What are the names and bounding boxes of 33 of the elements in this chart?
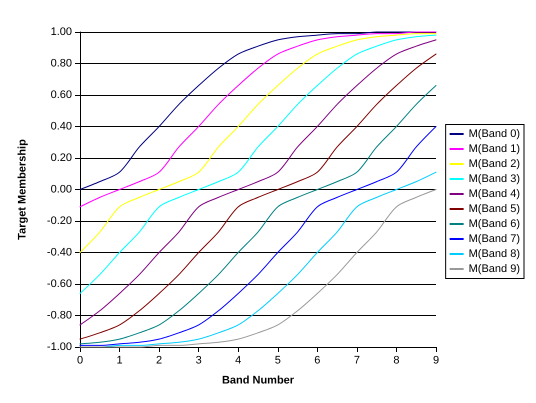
legend-label: M(Band 8) bbox=[468, 248, 520, 260]
legend-label: M(Band 5) bbox=[468, 203, 520, 215]
legend-label: M(Band 3) bbox=[468, 173, 520, 185]
legend-label: M(Band 4) bbox=[468, 188, 520, 200]
y-tick-label: 0.80 bbox=[50, 58, 72, 70]
y-tick-label: 0.00 bbox=[50, 184, 72, 196]
x-tick-label: 0 bbox=[76, 354, 84, 366]
legend-label: M(Band 1) bbox=[468, 143, 520, 155]
x-tick-label: 1 bbox=[116, 354, 123, 366]
x-tick-label: 6 bbox=[314, 354, 320, 366]
y-tick-label: 1.00 bbox=[50, 26, 72, 38]
legend-label: M(Band 7) bbox=[468, 233, 520, 245]
x-tick-label: 4 bbox=[235, 354, 242, 366]
y-tick-label: -0.60 bbox=[46, 278, 72, 290]
x-tick-label: 8 bbox=[393, 354, 400, 366]
x-tick-label: 5 bbox=[274, 354, 281, 366]
y-tick-label: -0.40 bbox=[46, 246, 72, 258]
y-tick-label: -0.80 bbox=[46, 310, 72, 322]
x-tick-label: 7 bbox=[354, 354, 360, 366]
y-tick-label: 0.60 bbox=[50, 89, 72, 101]
x-tick-label: 2 bbox=[156, 354, 162, 366]
legend-label: M(Band 0) bbox=[468, 128, 520, 140]
y-axis-title: Target Membership bbox=[16, 138, 28, 240]
y-tick-label: -1.00 bbox=[46, 341, 72, 353]
legend-label: M(Band 2) bbox=[468, 158, 520, 170]
x-axis-title: Band Number bbox=[222, 374, 295, 386]
x-tick-label: 3 bbox=[196, 354, 202, 366]
y-tick-label: 0.40 bbox=[50, 120, 72, 132]
legend-label: M(Band 6) bbox=[468, 218, 520, 230]
y-tick-label: 0.20 bbox=[50, 152, 72, 164]
legend-label: M(Band 9) bbox=[468, 263, 520, 275]
x-tick-label: 9 bbox=[432, 354, 440, 366]
y-tick-label: -0.20 bbox=[46, 215, 72, 227]
